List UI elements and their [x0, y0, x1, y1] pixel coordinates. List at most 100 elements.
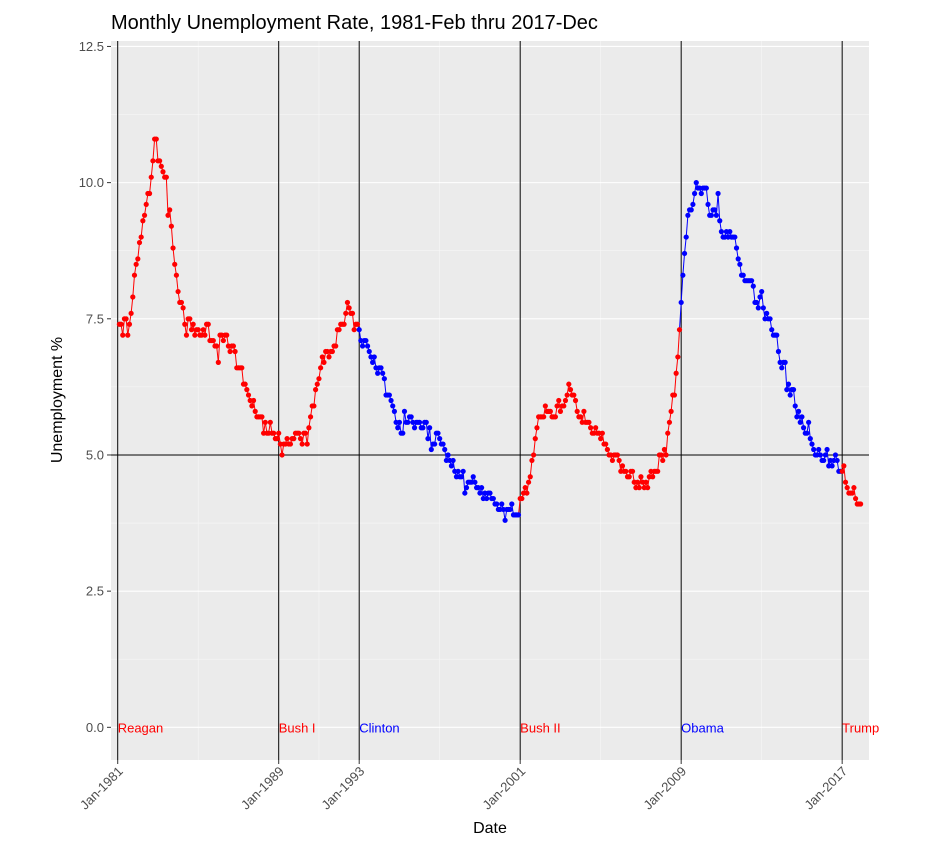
data-point: [291, 436, 297, 442]
series-segment: [462, 471, 466, 494]
data-point: [614, 452, 621, 458]
series-segment: [152, 139, 156, 161]
data-point: [359, 343, 366, 349]
data-point: [437, 436, 443, 442]
data-point: [807, 436, 813, 442]
data-point: [759, 288, 765, 295]
data-point: [851, 485, 857, 491]
data-point: [572, 397, 579, 404]
data-point: [202, 332, 208, 338]
data-point: [329, 348, 335, 355]
plot-panel: [111, 41, 869, 760]
data-point: [732, 234, 738, 240]
data-point: [188, 327, 195, 333]
data-point: [232, 348, 238, 355]
data-point: [703, 185, 709, 191]
x-tick-label: Jan-2017: [801, 764, 850, 813]
data-point: [192, 332, 198, 338]
series-segment: [705, 188, 709, 205]
data-point: [562, 397, 569, 404]
data-point: [532, 436, 538, 442]
data-point: [141, 212, 148, 218]
series-segment: [673, 373, 677, 396]
data-point: [841, 463, 847, 469]
data-point: [705, 201, 711, 208]
data-point: [785, 381, 792, 387]
data-point: [698, 190, 704, 197]
y-tick-label: 2.5: [86, 584, 104, 599]
data-point: [795, 408, 802, 414]
data-point: [634, 479, 641, 485]
data-point: [636, 485, 642, 491]
data-point: [287, 441, 294, 447]
data-point: [463, 485, 470, 491]
data-point: [574, 408, 580, 414]
data-point: [817, 452, 823, 458]
president-label: Reagan: [118, 720, 164, 735]
data-point: [708, 212, 714, 218]
data-point: [717, 218, 723, 224]
data-point: [673, 370, 679, 376]
data-point: [470, 474, 476, 480]
series-segment: [125, 318, 129, 336]
data-point: [479, 485, 485, 491]
data-point: [135, 256, 141, 262]
data-point: [645, 485, 651, 491]
data-point: [676, 327, 683, 333]
data-point: [336, 327, 342, 333]
data-point: [603, 441, 609, 447]
data-point: [567, 387, 574, 393]
data-point: [834, 457, 840, 464]
series-segment: [185, 318, 189, 336]
data-point: [153, 136, 159, 142]
data-point: [302, 430, 309, 436]
data-point: [363, 337, 369, 344]
data-point: [354, 321, 361, 327]
data-point: [311, 403, 317, 409]
y-tick-label: 0.0: [86, 720, 104, 735]
grid-minor: [111, 41, 869, 760]
data-point: [391, 408, 398, 414]
data-point: [638, 474, 644, 480]
series-segment: [130, 296, 134, 314]
data-point: [524, 490, 530, 496]
data-point: [712, 207, 718, 213]
y-tick-label: 5.0: [86, 447, 104, 462]
data-point: [800, 425, 807, 431]
data-point: [118, 321, 124, 327]
series-segment: [172, 247, 176, 265]
series-segment: [169, 209, 172, 227]
data-point: [259, 414, 265, 420]
data-point: [852, 495, 859, 502]
data-point: [428, 446, 434, 453]
data-point: [666, 419, 673, 425]
x-axis-title: Date: [473, 820, 507, 837]
data-point: [318, 365, 324, 371]
data-point: [157, 158, 163, 164]
data-point: [160, 169, 166, 175]
chart-title: Monthly Unemployment Rate, 1981-Feb thru…: [111, 12, 598, 34]
data-point: [490, 495, 496, 502]
series-segment: [137, 242, 141, 259]
data-point: [126, 321, 133, 327]
data-point: [822, 452, 828, 458]
data-point: [346, 305, 352, 311]
data-point: [172, 261, 178, 267]
data-point: [816, 446, 822, 453]
series-segment: [685, 215, 689, 238]
data-point: [623, 468, 629, 474]
data-point: [680, 272, 686, 278]
data-point: [427, 425, 433, 431]
data-point: [130, 294, 136, 300]
data-point: [797, 419, 803, 425]
data-point: [343, 310, 349, 316]
series-segment: [207, 324, 211, 341]
data-point: [210, 337, 216, 344]
data-point: [774, 332, 780, 338]
data-point: [499, 501, 505, 507]
series-segment: [241, 367, 244, 385]
data-point: [713, 212, 719, 218]
data-point: [297, 436, 304, 442]
data-point: [561, 403, 567, 409]
data-point: [123, 316, 129, 322]
